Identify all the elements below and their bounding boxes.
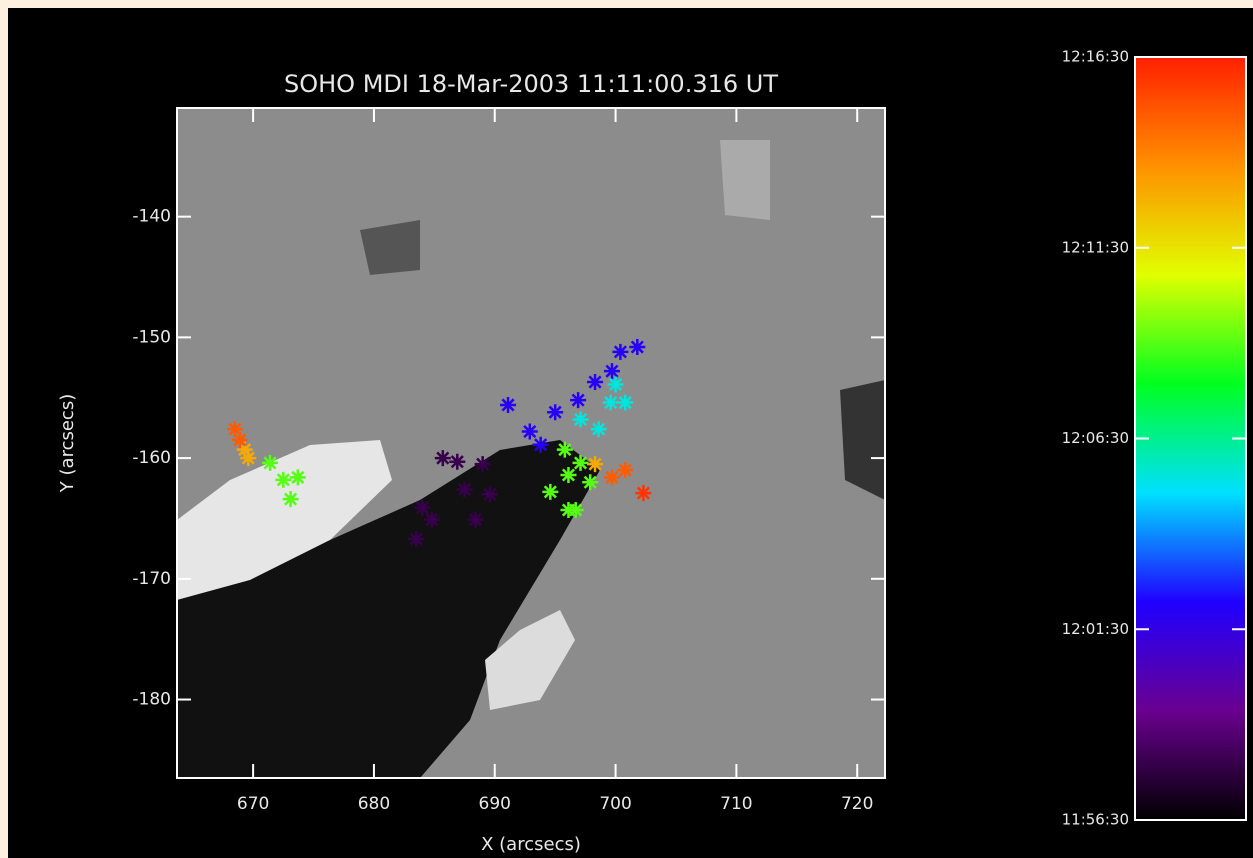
flare-marker — [607, 376, 624, 393]
flare-marker — [434, 450, 451, 467]
flare-marker — [456, 481, 473, 498]
flare-marker — [500, 396, 517, 413]
flare-marker — [603, 469, 620, 486]
flare-marker — [481, 486, 498, 503]
flare-marker — [587, 456, 604, 473]
plot-frame — [176, 107, 886, 779]
x-tick-label: 670 — [237, 794, 269, 814]
flare-marker — [560, 502, 577, 518]
flare-marker — [617, 462, 634, 479]
dark-spot — [360, 220, 420, 275]
flare-marker — [602, 394, 619, 411]
flare-marker — [612, 343, 629, 360]
dark-spot — [840, 380, 885, 500]
flare-marker — [275, 471, 292, 488]
colorbar — [1134, 56, 1247, 821]
colorbar-tick-label: 12:11:30 — [1062, 238, 1129, 256]
y-tick-label: -150 — [132, 327, 171, 347]
flare-marker — [423, 511, 440, 528]
x-tick-label: 700 — [599, 794, 631, 814]
bright-spot — [720, 140, 770, 220]
flare-marker — [572, 454, 589, 471]
flare-marker — [532, 436, 549, 453]
flare-marker — [617, 394, 634, 411]
x-axis-label: X (arcsecs) — [481, 834, 581, 855]
flare-marker — [262, 454, 279, 471]
x-tick-label: 720 — [841, 794, 873, 814]
flare-marker — [467, 511, 484, 528]
flare-marker — [572, 411, 589, 428]
colorbar-tick-label: 12:06:30 — [1062, 429, 1129, 447]
flare-marker — [240, 450, 257, 467]
colorbar-tick-label: 11:56:30 — [1062, 811, 1129, 829]
y-tick-label: -180 — [132, 690, 171, 710]
flare-marker — [542, 483, 559, 500]
positive-field — [177, 440, 392, 600]
flare-marker — [449, 453, 466, 470]
flare-marker — [474, 456, 491, 473]
y-tick-label: -160 — [132, 448, 171, 468]
flare-marker — [282, 491, 299, 508]
y-tick-label: -170 — [132, 569, 171, 589]
x-tick-label: 690 — [479, 794, 511, 814]
flare-marker — [547, 404, 564, 421]
flare-marker — [408, 530, 425, 547]
flare-marker — [560, 466, 577, 483]
chart-title: SOHO MDI 18-Mar-2003 11:11:00.316 UT — [284, 70, 778, 98]
flare-marker — [635, 485, 652, 502]
positive-field — [485, 610, 575, 710]
colorbar-tick-label: 12:01:30 — [1062, 620, 1129, 638]
flare-marker — [236, 441, 253, 458]
colorbar-tick-label: 12:16:30 — [1062, 48, 1129, 66]
flare-marker — [582, 474, 599, 491]
flare-marker — [603, 363, 620, 380]
flare-marker — [231, 431, 248, 448]
flare-marker — [629, 339, 646, 356]
y-axis-label: Y (arcsecs) — [57, 394, 78, 493]
flare-marker — [570, 392, 587, 409]
flare-marker — [521, 423, 538, 440]
negative-field — [177, 440, 600, 778]
x-tick-label: 710 — [720, 794, 752, 814]
x-tick-label: 680 — [358, 794, 390, 814]
flare-marker — [414, 499, 431, 516]
flare-marker — [556, 441, 573, 458]
flare-marker — [289, 469, 306, 486]
flare-marker — [590, 421, 607, 438]
flare-marker — [226, 421, 243, 438]
y-tick-label: -140 — [132, 207, 171, 227]
flare-marker — [587, 374, 604, 391]
